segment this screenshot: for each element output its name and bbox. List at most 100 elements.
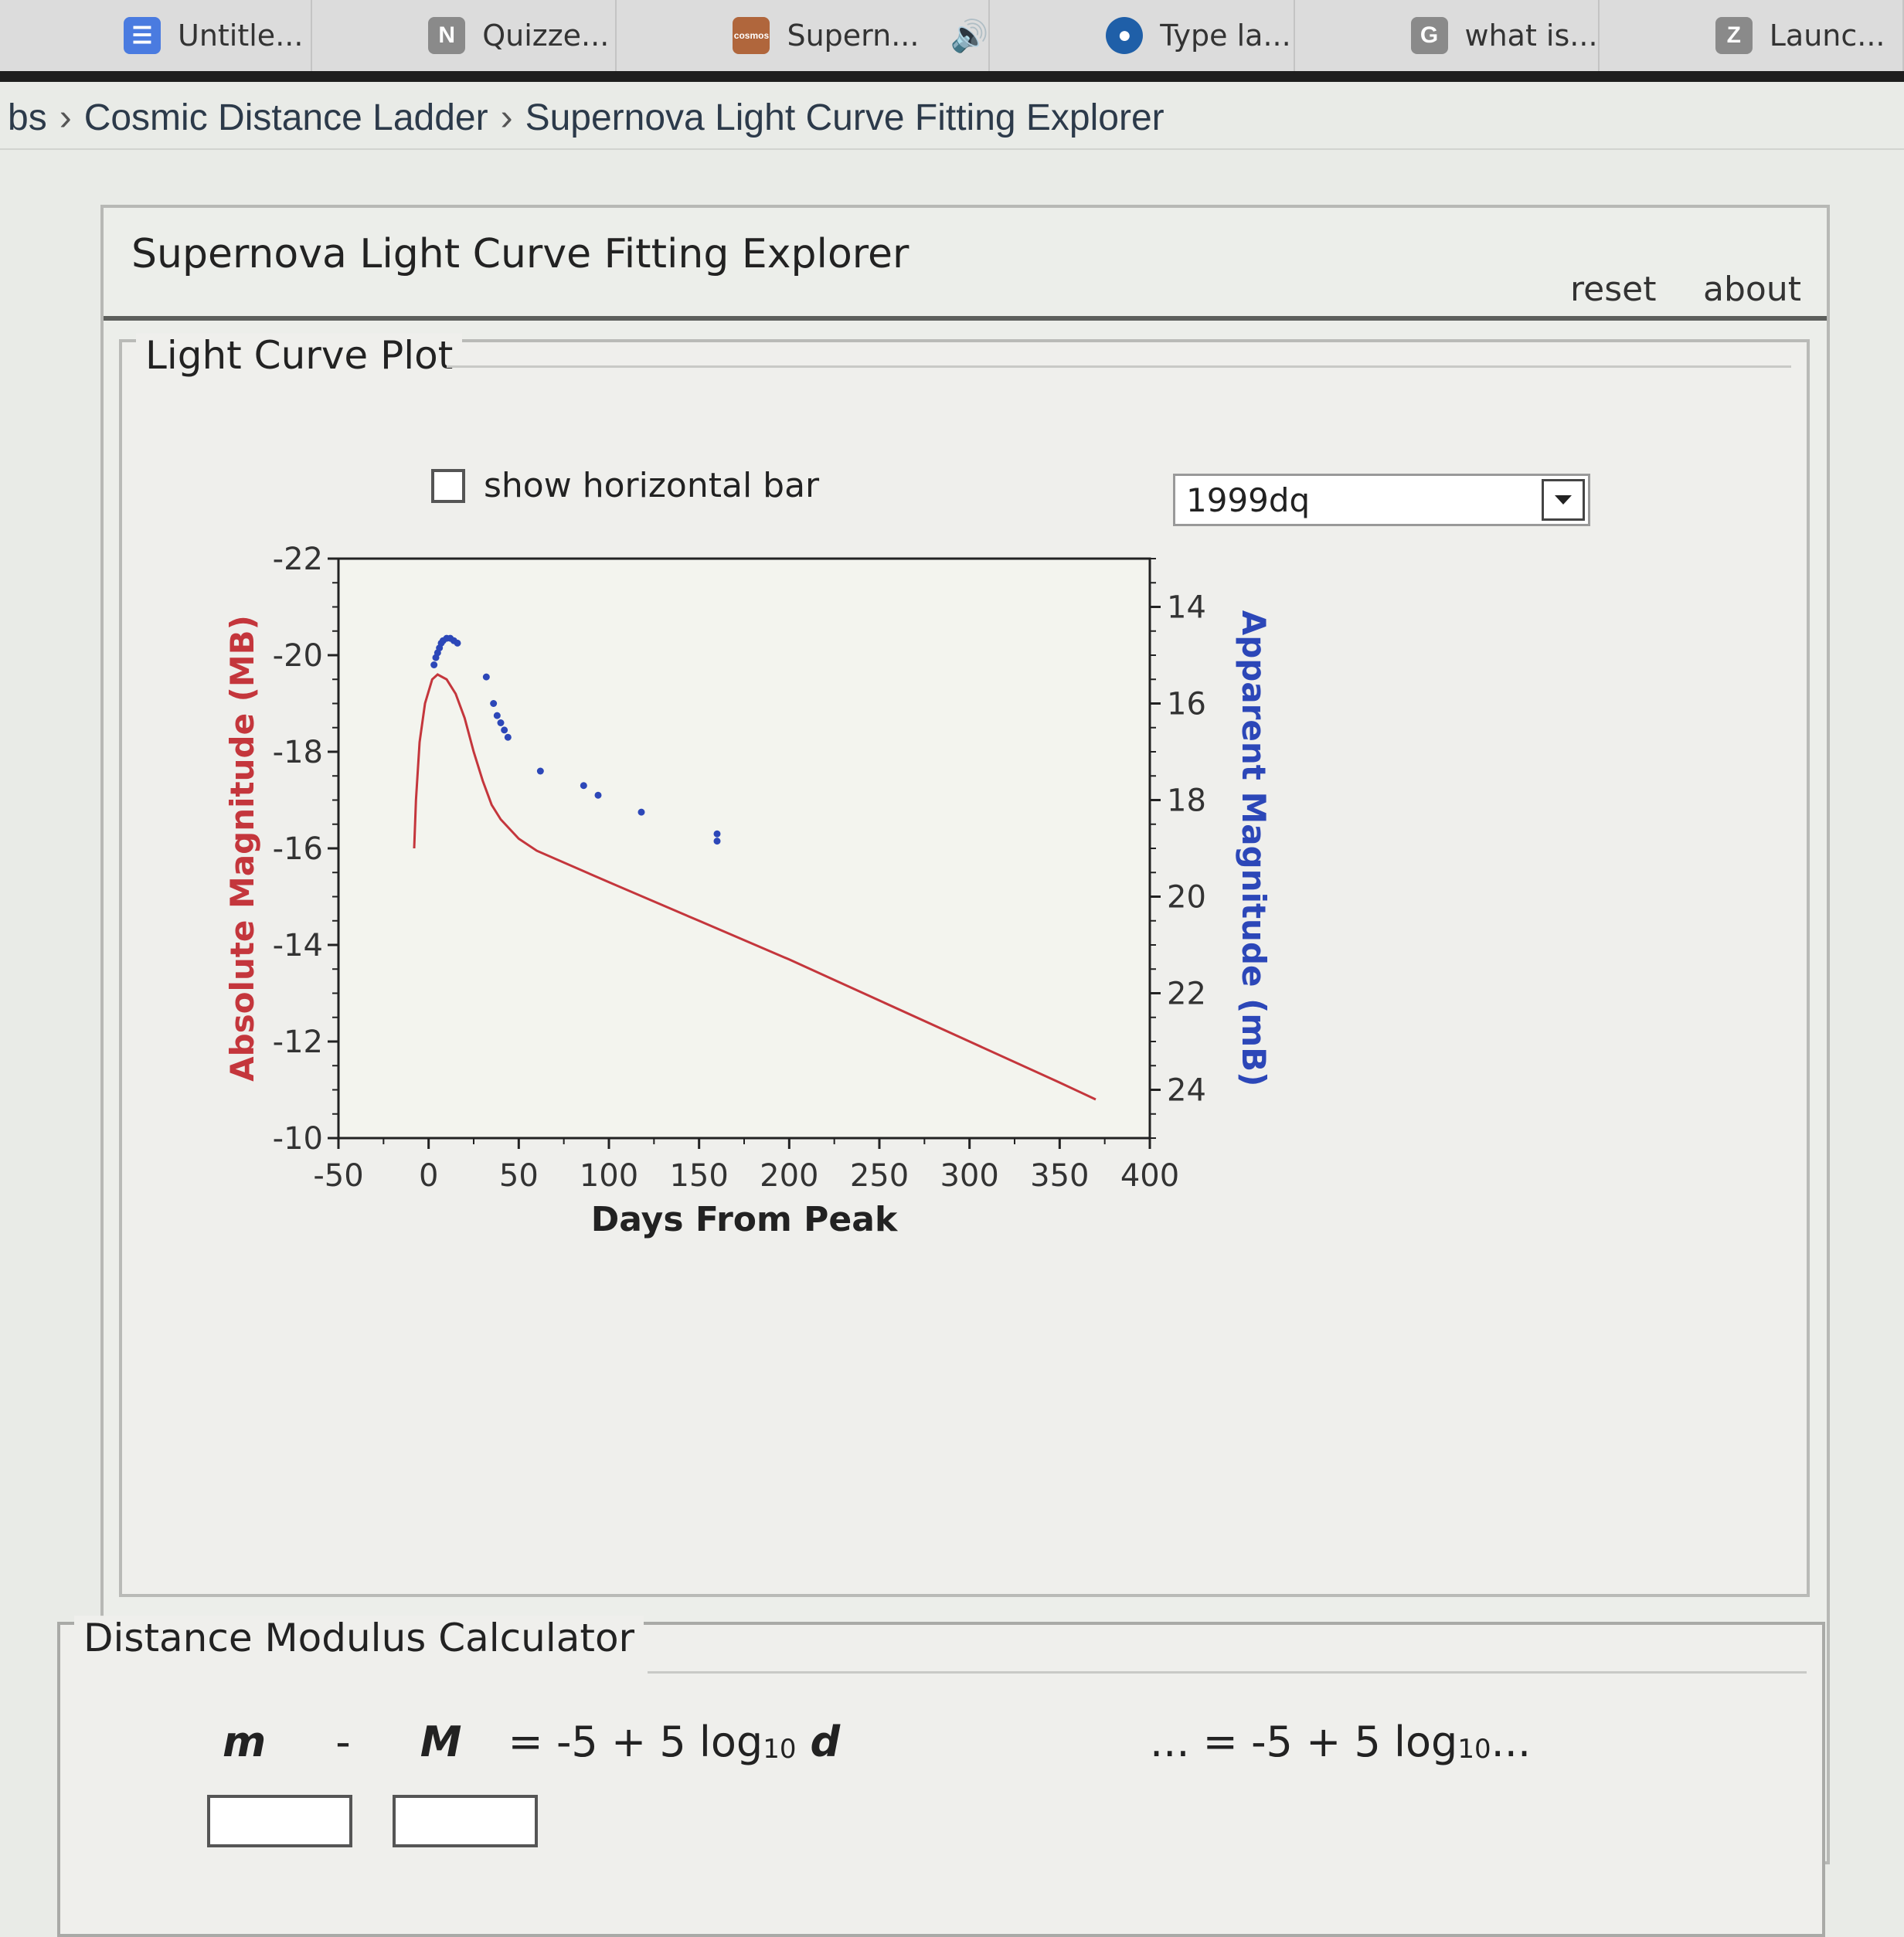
distance-modulus-formula: m - M = -5 + 5 log 10 d [223, 1718, 840, 1766]
drop-icon: ● [1106, 17, 1144, 54]
data-point [430, 661, 438, 668]
y-left-tick-label: -12 [273, 1025, 323, 1060]
light-curve-plot-section: Light Curve Plot show horizontal bar 199… [119, 333, 1810, 1597]
data-point [454, 639, 461, 647]
tab-label: Untitle... [178, 19, 304, 53]
horizontal-bar-toggle[interactable]: show horizontal bar [431, 466, 819, 505]
chevron-down-icon[interactable] [1542, 479, 1585, 521]
data-point [713, 830, 721, 838]
tab-label: Quizze... [482, 19, 610, 53]
breadcrumb-item-current: Supernova Light Curve Fitting Explorer [525, 97, 1164, 138]
apparent-magnitude-symbol: m [223, 1718, 267, 1766]
docs-icon: ☰ [124, 17, 161, 54]
light-curve-chart[interactable]: -50 0 50 100 150 200 250 300 350 400 -22 -20 -18 -16 -… [122, 342, 1807, 1594]
browser-tab-supernova[interactable]: cosmos Supern... 🔊 [617, 0, 991, 71]
tab-label: Type la... [1160, 19, 1291, 53]
y-right-axis-label: Apparent Magnitude (mB) [1235, 610, 1273, 1087]
y-left-tick-label: -10 [273, 1121, 323, 1157]
x-tick-label: 150 [669, 1158, 728, 1194]
x-tick-label: 300 [940, 1158, 998, 1194]
select-value: 1999dq [1186, 481, 1311, 519]
x-tick-label: 250 [850, 1158, 909, 1194]
y-left-tick-label: -16 [273, 831, 323, 867]
plot-area [337, 557, 1151, 1140]
distance-modulus-result: ... = -5 + 5 log 10 ... [1150, 1718, 1531, 1766]
model-light-curve-line [413, 673, 1096, 1101]
breadcrumb-separator: › [59, 97, 72, 138]
x-tick-label: 200 [760, 1158, 818, 1194]
breadcrumb-item-cosmic-distance-ladder[interactable]: Cosmic Distance Ladder [83, 97, 488, 138]
y-right-tick-label: 14 [1167, 590, 1206, 626]
data-point [594, 791, 602, 799]
tab-label: Launc... [1769, 19, 1885, 53]
y-left-tick-label: -14 [273, 928, 323, 963]
x-tick-label: 50 [499, 1158, 539, 1194]
checkbox-label: show horizontal bar [484, 466, 820, 505]
data-point [490, 700, 498, 707]
y-right-tick-label: 18 [1167, 783, 1206, 819]
result-suffix: ... [1491, 1718, 1532, 1766]
data-point [638, 808, 645, 816]
breadcrumb-separator: › [500, 97, 513, 138]
g-icon: G [1410, 17, 1448, 54]
browser-tab-quizzes[interactable]: N Quizze... [312, 0, 617, 71]
y-left-tick-label: -22 [273, 542, 323, 577]
y-left-tick-label: -20 [273, 638, 323, 674]
data-point [504, 733, 512, 741]
result-prefix: ... = -5 + 5 log [1150, 1718, 1458, 1766]
data-point [713, 838, 721, 845]
result-log-subscript: 10 [1457, 1734, 1491, 1765]
section-legend: Distance Modulus Calculator [74, 1616, 644, 1661]
y-right-tick-label: 20 [1167, 880, 1206, 916]
browser-tab-launch[interactable]: Z Launc... [1600, 0, 1904, 71]
x-tick-label: 350 [1030, 1158, 1089, 1194]
browser-tab-untitled[interactable]: ☰ Untitle... [0, 0, 313, 71]
browser-tab-type[interactable]: ● Type la... [990, 0, 1295, 71]
panel-title: Supernova Light Curve Fitting Explorer [131, 231, 910, 277]
data-point [497, 719, 505, 726]
data-point [493, 712, 501, 719]
browser-tab-what-is[interactable]: G what is... [1295, 0, 1600, 71]
data-point [580, 782, 587, 790]
y-right-tick-label: 24 [1167, 1073, 1206, 1109]
data-point [501, 726, 508, 734]
absolute-magnitude-input[interactable] [393, 1795, 538, 1847]
legend-rule [447, 365, 1791, 368]
tab-label: what is... [1464, 19, 1598, 53]
legend-rule [648, 1671, 1807, 1674]
tab-label: Supern... [787, 19, 920, 53]
y-left-tick-label: -18 [273, 735, 323, 770]
x-tick-label: 0 [419, 1158, 438, 1194]
speaker-icon[interactable]: 🔊 [950, 18, 989, 54]
log-subscript: 10 [763, 1734, 797, 1765]
about-button[interactable]: about [1703, 270, 1801, 309]
x-axis-label: Days From Peak [591, 1200, 899, 1239]
z-icon: Z [1715, 17, 1753, 54]
x-tick-label: 400 [1120, 1158, 1179, 1194]
plot-group [328, 557, 1161, 1149]
section-legend: Light Curve Plot [136, 333, 463, 379]
apparent-magnitude-input[interactable] [207, 1795, 352, 1847]
y-left-axis-label: Absolute Magnitude (MB) [223, 615, 261, 1082]
y-right-tick-label: 22 [1167, 977, 1206, 1012]
n-icon: N [428, 17, 466, 54]
distance-modulus-section: Distance Modulus Calculator m - M = -5 +… [57, 1616, 1825, 1937]
distance-symbol: d [810, 1718, 841, 1766]
breadcrumb-item-labs[interactable]: bs [8, 97, 47, 138]
panel-header: Supernova Light Curve Fitting Explorer r… [104, 208, 1827, 321]
y-right-tick-label: 16 [1167, 687, 1206, 722]
explorer-panel: Supernova Light Curve Fitting Explorer r… [57, 205, 1830, 1937]
data-point [536, 767, 544, 775]
breadcrumb: bs › Cosmic Distance Ladder › Supernova … [0, 87, 1904, 150]
reset-button[interactable]: reset [1570, 270, 1657, 309]
absolute-magnitude-symbol: M [420, 1718, 462, 1766]
minus-sign: - [335, 1718, 351, 1766]
cosmos-icon: cosmos [733, 17, 770, 54]
data-point [482, 673, 490, 681]
equation-text: = -5 + 5 log [508, 1718, 763, 1766]
browser-tab-bar: ☰ Untitle... N Quizze... cosmos Supern..… [0, 0, 1904, 82]
horizontal-bar-checkbox[interactable] [431, 468, 465, 503]
x-tick-label: 100 [580, 1158, 638, 1194]
x-tick-label: -50 [313, 1158, 363, 1194]
supernova-select[interactable]: 1999dq [1173, 474, 1590, 526]
